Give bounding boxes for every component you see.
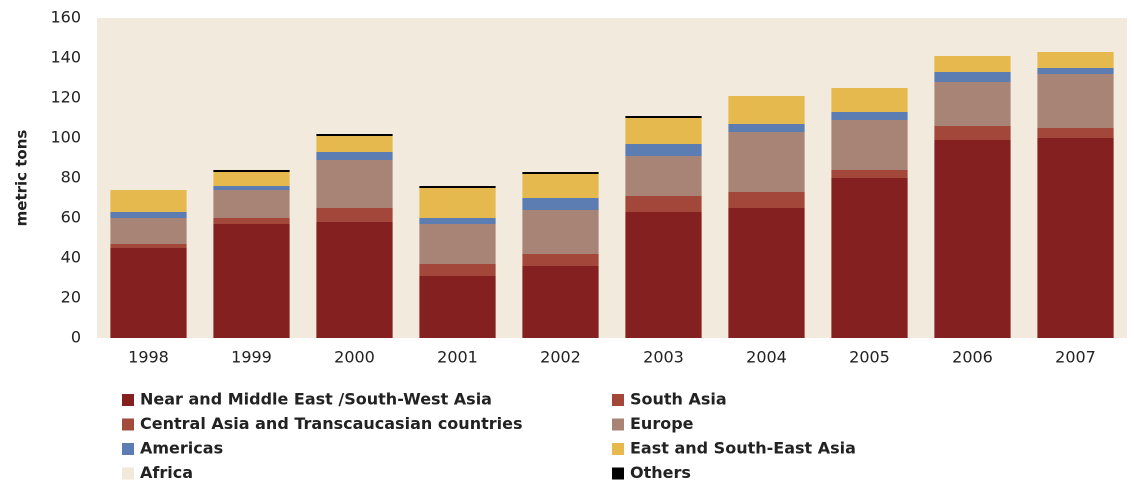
bar-segment xyxy=(522,210,599,254)
bar-segment xyxy=(213,172,290,186)
bar-segment xyxy=(110,248,187,338)
bar-segment xyxy=(831,170,908,178)
bar-segment xyxy=(625,144,702,156)
y-tick-label: 20 xyxy=(61,288,81,307)
bar-segment xyxy=(1037,68,1114,74)
bar-segment xyxy=(419,186,496,188)
x-tick-label: 1999 xyxy=(231,348,272,367)
bar-segment xyxy=(728,192,805,208)
bar-segment xyxy=(934,140,1011,338)
legend-label: Americas xyxy=(140,439,223,458)
y-tick-label: 140 xyxy=(50,48,81,67)
x-tick-label: 2004 xyxy=(746,348,787,367)
bar-segment xyxy=(522,172,599,174)
legend-label: Near and Middle East /South-West Asia xyxy=(140,390,492,409)
bar-segment xyxy=(1037,74,1114,128)
legend-label: South Asia xyxy=(630,390,727,409)
bar-segment xyxy=(316,152,393,160)
bar-segment xyxy=(625,212,702,338)
bar-segment xyxy=(522,198,599,210)
x-tick-label: 1998 xyxy=(128,348,169,367)
bar-segment xyxy=(625,196,702,212)
legend-label: Central Asia and Transcaucasian countrie… xyxy=(140,414,522,433)
y-tick-label: 160 xyxy=(50,8,81,27)
bar-segment xyxy=(1037,52,1114,68)
bar-segment xyxy=(934,72,1011,82)
bar-segment xyxy=(110,190,187,212)
bar-segment xyxy=(110,212,187,218)
legend-label: East and South-East Asia xyxy=(630,439,856,458)
legend-swatch xyxy=(612,443,624,455)
bar-segment xyxy=(728,96,805,124)
legend-swatch xyxy=(122,443,134,455)
y-tick-label: 0 xyxy=(71,328,81,347)
y-tick-label: 100 xyxy=(50,128,81,147)
bar-segment xyxy=(316,134,393,136)
bar-segment xyxy=(831,88,908,112)
legend-label: Africa xyxy=(140,463,193,482)
legend-swatch xyxy=(612,394,624,406)
x-tick-label: 2007 xyxy=(1055,348,1096,367)
bar-segment xyxy=(419,264,496,276)
bar-segment xyxy=(213,170,290,172)
bar-segment xyxy=(316,160,393,208)
bar-segment xyxy=(419,276,496,338)
bar-segment xyxy=(1037,138,1114,338)
y-tick-label: 60 xyxy=(61,208,81,227)
legend-swatch xyxy=(612,467,624,480)
x-tick-label: 2005 xyxy=(849,348,890,367)
x-tick-label: 2006 xyxy=(952,348,993,367)
y-tick-label: 40 xyxy=(61,248,81,267)
bar-segment xyxy=(728,208,805,338)
x-tick-label: 2000 xyxy=(334,348,375,367)
bar-segment xyxy=(625,156,702,196)
bar-segment xyxy=(625,116,702,118)
bar-segment xyxy=(728,132,805,192)
bar-segment xyxy=(419,224,496,264)
bar-segment xyxy=(213,218,290,224)
bar-segment xyxy=(1037,128,1114,138)
bar-segment xyxy=(110,218,187,244)
legend-swatch xyxy=(122,394,134,406)
bar-segment xyxy=(934,56,1011,72)
bar-segment xyxy=(934,82,1011,126)
legend-swatch xyxy=(612,418,624,431)
bar-segment xyxy=(522,266,599,338)
bar-segment xyxy=(728,124,805,132)
bar-segment xyxy=(110,244,187,248)
bar-segment xyxy=(213,224,290,338)
bar-segment xyxy=(831,120,908,170)
y-tick-label: 120 xyxy=(50,88,81,107)
legend-label: Others xyxy=(630,463,691,482)
bar-segment xyxy=(522,174,599,198)
bar-segment xyxy=(934,126,1011,140)
bar-segment xyxy=(316,208,393,222)
bar-segment xyxy=(316,222,393,338)
legend-swatch xyxy=(122,467,134,480)
x-tick-label: 2003 xyxy=(643,348,684,367)
bar-segment xyxy=(831,178,908,338)
bar-segment xyxy=(625,118,702,144)
x-tick-label: 2002 xyxy=(540,348,581,367)
bar-segment xyxy=(316,136,393,152)
legend-swatch xyxy=(122,418,134,431)
legend-label: Europe xyxy=(630,414,694,433)
bar-segment xyxy=(419,188,496,218)
bar-segment xyxy=(522,254,599,266)
y-tick-label: 80 xyxy=(61,168,81,187)
bar-segment xyxy=(831,112,908,120)
x-tick-label: 2001 xyxy=(437,348,478,367)
bar-segment xyxy=(213,186,290,190)
bar-segment xyxy=(419,218,496,224)
bar-segment xyxy=(213,190,290,218)
y-axis-label: metric tons xyxy=(13,130,31,227)
